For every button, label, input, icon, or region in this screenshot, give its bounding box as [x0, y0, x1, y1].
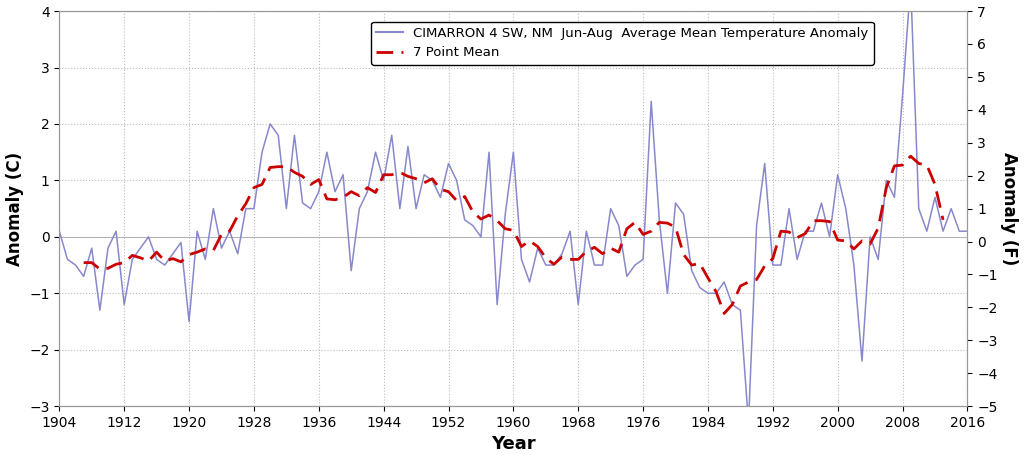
X-axis label: Year: Year — [492, 436, 536, 453]
Legend: CIMARRON 4 SW, NM  Jun-Aug  Average Mean Temperature Anomaly, 7 Point Mean: CIMARRON 4 SW, NM Jun-Aug Average Mean T… — [371, 22, 873, 65]
Y-axis label: Anomaly (F): Anomaly (F) — [1000, 152, 1019, 265]
Y-axis label: Anomaly (C): Anomaly (C) — [5, 151, 24, 266]
